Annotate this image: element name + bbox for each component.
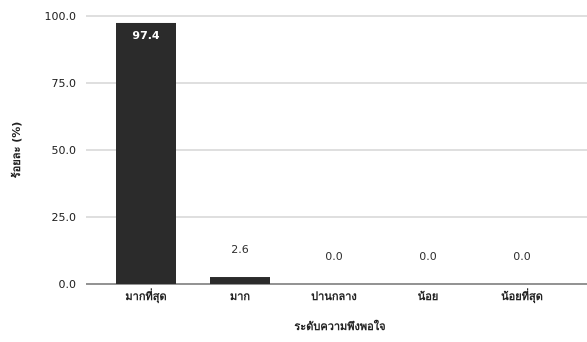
y-tick-label: 25.0 — [52, 211, 77, 224]
x-tick-label: น้อยที่สุด — [501, 288, 543, 304]
data-label: 0.0 — [325, 250, 343, 263]
y-tick-label: 0.0 — [59, 278, 77, 291]
x-axis-label: ระดับความพึงพอใจ — [294, 319, 385, 333]
bars — [116, 22, 270, 285]
y-tick-label: 100.0 — [45, 10, 77, 23]
x-tick-labels: มากที่สุด มาก ปานกลาง น้อย น้อยที่สุด — [125, 288, 542, 304]
data-label: 0.0 — [513, 250, 531, 263]
data-label: 0.0 — [419, 250, 437, 263]
x-tick-label: ปานกลาง — [311, 290, 357, 303]
y-axis-label: ร้อยละ (%) — [10, 122, 23, 179]
data-label: 97.4 — [132, 29, 159, 42]
bar — [210, 277, 270, 284]
y-tick-label: 75.0 — [52, 77, 77, 90]
x-tick-label: มาก — [230, 290, 250, 303]
x-tick-label: น้อย — [418, 290, 439, 303]
y-tick-label: 50.0 — [52, 144, 77, 157]
bar — [116, 22, 176, 285]
y-tick-labels: 0.0 25.0 50.0 75.0 100.0 — [45, 10, 77, 291]
data-labels: 97.4 2.6 0.0 0.0 0.0 — [132, 29, 530, 263]
data-label: 2.6 — [231, 243, 249, 256]
x-tick-label: มากที่สุด — [125, 288, 166, 304]
